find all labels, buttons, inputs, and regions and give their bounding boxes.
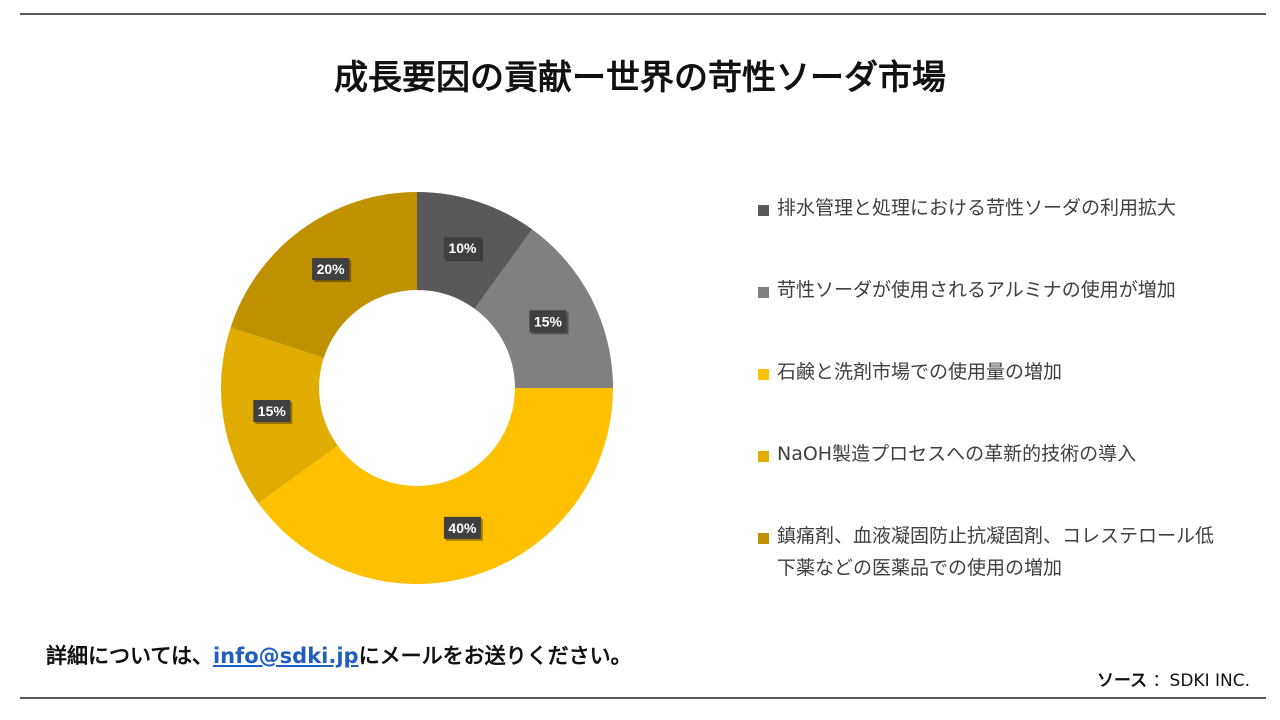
data-label: 15% — [253, 399, 293, 424]
chart-title: 成長要因の貢献ー世界の苛性ソーダ市場 — [334, 58, 946, 98]
source-credit: ソース ：SDKI INC. — [1097, 666, 1250, 691]
legend-label: 石鹸と洗剤市場での使用量の増加 — [777, 361, 1063, 383]
legend-item: 苛性ソーダが使用されるアルミナの使用が増加 — [758, 279, 1227, 306]
data-label-text: 10% — [448, 240, 477, 256]
donut-chart: 10% 15% 40% 15% 20% — [221, 192, 613, 584]
legend-label: 鎮痛剤、血液凝固防止抗凝固剤、コレステロール低下薬などの医薬品での使用の増加 — [777, 525, 1215, 579]
data-label: 15% — [529, 310, 569, 335]
legend-item: NaOH製造プロセスへの革新的技術の導入 — [758, 443, 1227, 470]
data-label-text: 20% — [317, 261, 346, 277]
data-label-text: 40% — [448, 520, 477, 536]
data-label-text: 15% — [534, 313, 563, 329]
source-value: ：SDKI INC. — [1152, 671, 1250, 691]
legend-swatch — [758, 369, 769, 380]
bottom-divider — [20, 697, 1266, 699]
legend-label: 排水管理と処理における苛性ソーダの利用拡大 — [777, 197, 1177, 219]
legend-item: 排水管理と処理における苛性ソーダの利用拡大 — [758, 197, 1227, 224]
legend-label: 苛性ソーダが使用されるアルミナの使用が増加 — [777, 279, 1176, 301]
contact-prefix: 詳細については、 — [46, 644, 213, 668]
data-label-text: 15% — [258, 403, 287, 419]
legend-swatch — [758, 451, 769, 462]
donut-slice — [258, 388, 613, 584]
data-label: 10% — [443, 237, 483, 262]
legend-label: NaOH製造プロセスへの革新的技術の導入 — [777, 443, 1137, 465]
legend-swatch — [758, 533, 769, 544]
data-label: 40% — [443, 516, 483, 541]
email-link[interactable]: info@sdki.jp — [212, 644, 359, 668]
contact-note: 詳細については、info@sdki.jpにメールをお送りください。 — [46, 640, 632, 670]
data-label: 20% — [312, 258, 352, 283]
contact-suffix: にメールをお送りください。 — [358, 644, 632, 668]
legend-item: 鎮痛剤、血液凝固防止抗凝固剤、コレステロール低下薬などの医薬品での使用の増加 — [758, 525, 1227, 584]
legend-swatch — [758, 287, 769, 298]
top-divider — [20, 13, 1266, 15]
source-label: ソース — [1096, 671, 1148, 691]
legend-item: 石鹸と洗剤市場での使用量の増加 — [758, 361, 1227, 388]
legend-swatch — [758, 205, 769, 216]
donut-slice — [474, 229, 613, 388]
